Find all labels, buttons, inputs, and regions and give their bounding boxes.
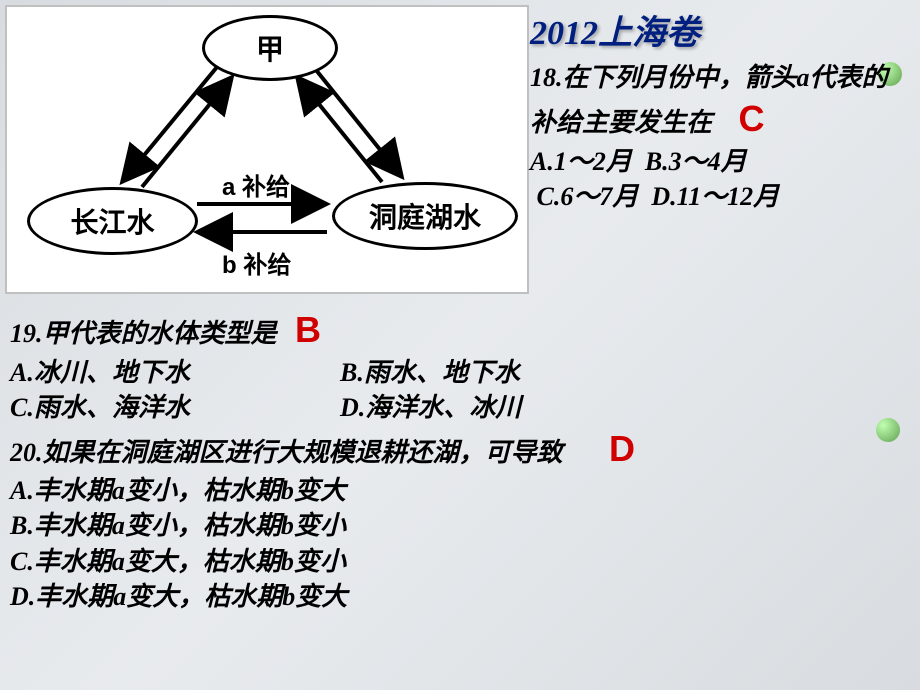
q18-answer: C [739,98,765,139]
q20-line: 20.如果在洞庭湖区进行大规模退耕还湖，可导致 D [10,425,910,474]
node-label: 长江水 [70,201,154,241]
node-label: 洞庭湖水 [369,196,481,236]
bottom-questions: 19.甲代表的水体类型是 B A.冰川、地下水 B.雨水、地下水 C.雨水、海洋… [10,306,910,614]
q19-opt-a: A.冰川、地下水 [10,355,340,390]
q19-stem: 甲代表的水体类型是 [43,319,277,348]
right-column: 2012上海卷 18.在下列月份中，箭头a代表的补给主要发生在 C A.1～2月… [530,5,910,214]
q20-stem: 如果在洞庭湖区进行大规模退耕还湖，可导致 [43,438,563,467]
q20-num: 20. [10,438,43,467]
q19-opt-c: C.雨水、海洋水 [10,390,340,425]
edge-label-b: b 补给 [222,245,291,280]
q18-opt-c: C.6～7月 [537,182,639,211]
q19-num: 19. [10,319,43,348]
node-changjiang: 长江水 [27,187,198,255]
edge-label-a: a 补给 [222,167,290,202]
q20-opt-c: C.丰水期a变大，枯水期b变小 [10,544,910,579]
q18-num: 18. [530,63,563,92]
q20-opt-d: D.丰水期a变大，枯水期b变大 [10,579,910,614]
q18-opt-a: A.1～2月 [530,147,632,176]
q18-opt-d: D.11～12月 [651,182,779,211]
q19-line: 19.甲代表的水体类型是 B [10,306,910,355]
water-cycle-diagram: 甲 长江水 洞庭湖水 a 补给 b 补给 [5,5,529,294]
q19-opts-row2: C.雨水、海洋水 D.海洋水、冰川 [10,390,910,425]
q18-stem: 在下列月份中，箭头a代表的补给主要发生在 [530,63,888,137]
node-label: 甲 [256,28,284,68]
node-jia: 甲 [202,15,338,81]
q19-opt-b: B.雨水、地下水 [340,355,520,390]
exam-source: 2012上海卷 [530,5,910,54]
q18-block: 18.在下列月份中，箭头a代表的补给主要发生在 C A.1～2月 B.3～4月 … [530,60,910,214]
q18-opt-b: B.3～4月 [645,147,747,176]
q19-opts-row1: A.冰川、地下水 B.雨水、地下水 [10,355,910,390]
q19-answer: B [295,309,321,350]
node-dongting: 洞庭湖水 [332,182,518,250]
q19-opt-d: D.海洋水、冰川 [340,390,521,425]
q20-opt-b: B.丰水期a变小，枯水期b变小 [10,508,910,543]
q20-answer: D [609,428,635,469]
q20-opt-a: A.丰水期a变小，枯水期b变大 [10,473,910,508]
